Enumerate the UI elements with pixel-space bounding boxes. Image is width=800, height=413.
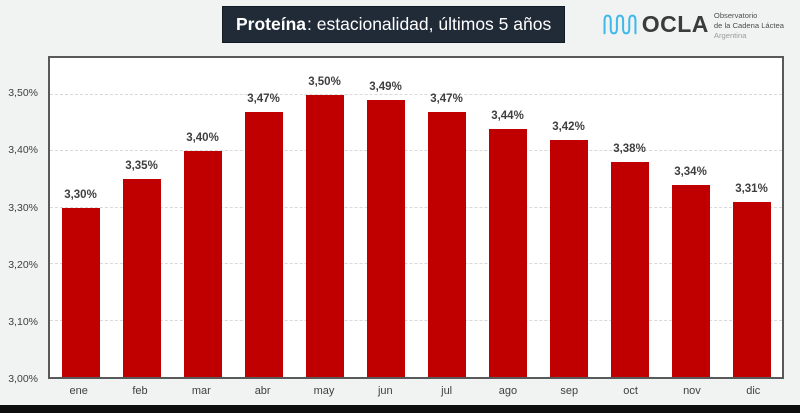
x-tick-label-mar: mar (191, 385, 211, 397)
ocla-logo: OCLA Observatorio de la Cadena Láctea Ar… (603, 9, 784, 41)
x-tick-label-oct: oct (623, 385, 638, 397)
x-axis: ene feb mar abr may jun jul ago sep oct nov dic (48, 381, 784, 397)
x-tick-label-jul: jul (441, 385, 453, 397)
x-tick-label-feb: feb (132, 385, 148, 397)
bar-slot-abr: 3,47% (233, 58, 294, 377)
chart-title: Proteína: estacionalidad, últimos 5 años (222, 6, 566, 43)
bar-value-label-mar: 3,40% (186, 132, 219, 145)
bar-slot-jun: 3,49% (355, 58, 416, 377)
bar-oct (610, 162, 649, 377)
bar-slot-ene: 3,30% (50, 58, 111, 377)
bar-value-label-dic: 3,31% (735, 182, 768, 195)
x-tick-label-abr: abr (254, 385, 271, 397)
bar-slot-sep: 3,42% (538, 58, 599, 377)
y-tick-label: 3,20% (8, 258, 38, 271)
gridline (50, 319, 782, 321)
bar-dic (732, 201, 771, 377)
ocla-subtitle: Observatorio de la Cadena Láctea Argenti… (714, 9, 784, 41)
bar-slot-dic: 3,31% (721, 58, 782, 377)
gridline (50, 93, 782, 95)
x-tick-label-jun: jun (377, 385, 393, 397)
x-tick-label-may: may (313, 385, 335, 397)
bar-value-label-jun: 3,49% (369, 81, 402, 94)
bar-value-label-oct: 3,38% (613, 143, 646, 156)
x-tick-label-ene: ene (69, 385, 88, 397)
footer-bar (0, 405, 800, 413)
bar-sep (549, 139, 588, 377)
bar-slot-oct: 3,38% (599, 58, 660, 377)
bar-mar (183, 151, 222, 377)
y-tick-label: 3,30% (8, 201, 38, 214)
bar-slot-jul: 3,47% (416, 58, 477, 377)
y-tick-label: 3,40% (8, 144, 38, 157)
gridline (50, 263, 782, 265)
y-axis: 3,00% 3,10% 3,20% 3,30% 3,40% 3,50% (0, 56, 44, 385)
bar-nov (671, 185, 710, 377)
bar-ene (61, 207, 100, 377)
bar-may (305, 94, 344, 377)
bar-feb (122, 179, 161, 377)
bar-slot-mar: 3,40% (172, 58, 233, 377)
x-tick-label-sep: sep (560, 385, 579, 397)
bars-container: 3,30% 3,35% 3,40% 3,47% 3,50% 3,49% 3,47% 3,44%… (50, 58, 782, 377)
bar-value-label-jul: 3,47% (430, 92, 463, 105)
bar-value-label-sep: 3,42% (552, 120, 585, 133)
plot-area: 3,30% 3,35% 3,40% 3,47% 3,50% 3,49% 3,47% 3,44%… (48, 56, 784, 379)
ocla-acronym: OCLA (641, 11, 709, 38)
ocla-wave-icon (603, 14, 637, 35)
x-tick-label-nov: nov (683, 385, 701, 397)
bar-slot-feb: 3,35% (111, 58, 172, 377)
bar-ago (488, 128, 527, 377)
bar-slot-may: 3,50% (294, 58, 355, 377)
y-tick-label: 3,00% (8, 373, 38, 385)
ocla-subtitle-line1: Observatorio (713, 11, 758, 20)
bar-jul (427, 111, 466, 377)
bar-slot-ago: 3,44% (477, 58, 538, 377)
bar-value-label-may: 3,50% (308, 75, 341, 88)
bar-value-label-feb: 3,35% (125, 160, 158, 173)
bar-slot-nov: 3,34% (660, 58, 721, 377)
chart-title-rest: : estacionalidad, últimos 5 años (307, 14, 552, 34)
chart-title-bold: Proteína (236, 14, 307, 34)
bar-value-label-ene: 3,30% (64, 188, 97, 201)
bar-value-label-nov: 3,34% (674, 166, 707, 179)
ocla-subtitle-line3: Argentina (713, 30, 747, 40)
gridline (50, 150, 782, 152)
bar-jun (366, 100, 405, 377)
gridline (50, 206, 782, 208)
x-tick-label-dic: dic (746, 385, 761, 397)
bar-abr (244, 111, 283, 377)
x-tick-label-ago: ago (498, 385, 518, 397)
bar-value-label-abr: 3,47% (247, 92, 280, 105)
y-tick-label: 3,50% (8, 87, 38, 100)
y-tick-label: 3,10% (8, 315, 38, 328)
bar-value-label-ago: 3,44% (491, 109, 524, 122)
ocla-subtitle-line2: de la Cadena Láctea (713, 20, 784, 30)
